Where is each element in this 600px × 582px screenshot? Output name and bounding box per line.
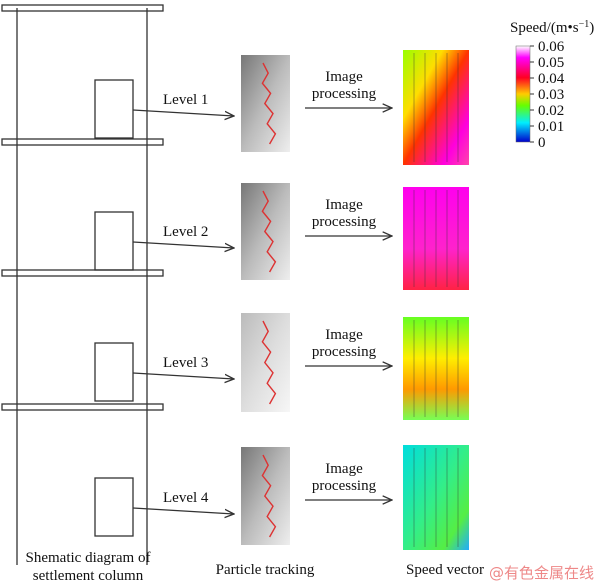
column-caption: Shematic diagram of — [26, 550, 151, 566]
level-label: Level 3 — [163, 355, 208, 371]
level-label: Level 2 — [163, 224, 208, 240]
tracking-caption: Particle tracking — [216, 562, 315, 578]
level-box — [94, 79, 134, 139]
process-label: Image — [325, 327, 363, 343]
process-label: Image — [325, 461, 363, 477]
colorbar-label: 0.01 — [538, 119, 564, 135]
process-label: processing — [312, 214, 377, 230]
track-line — [261, 454, 277, 538]
track-line — [261, 62, 277, 145]
speed-caption: Speed vector — [406, 562, 484, 578]
colorbar-label: 0.05 — [538, 55, 564, 71]
colorbar-label: 0.03 — [538, 87, 564, 103]
track-line — [261, 320, 277, 405]
arrow — [132, 372, 234, 379]
level-label: Level 1 — [163, 92, 208, 108]
level-box — [94, 211, 134, 271]
colorbar-label: 0 — [538, 135, 546, 151]
level-box — [94, 477, 134, 537]
colorbar-title: Speed/(m•s−1) — [510, 19, 594, 36]
colorbar — [515, 45, 531, 143]
column — [1, 4, 164, 565]
process-label: processing — [312, 344, 377, 360]
process-label: Image — [325, 197, 363, 213]
arrow — [132, 241, 234, 248]
process-label: Image — [325, 69, 363, 85]
arrow — [132, 507, 234, 514]
arrow — [132, 109, 234, 116]
column-caption: settlement column — [33, 568, 144, 582]
process-label: processing — [312, 86, 377, 102]
watermark: @有色金属在线 — [489, 564, 594, 582]
colorbar-label: 0.04 — [538, 71, 565, 87]
track-line — [261, 190, 277, 273]
colorbar-label: 0.06 — [538, 39, 565, 55]
colorbar-label: 0.02 — [538, 103, 564, 119]
process-label: processing — [312, 478, 377, 494]
level-label: Level 4 — [163, 490, 209, 506]
level-box — [94, 342, 134, 402]
